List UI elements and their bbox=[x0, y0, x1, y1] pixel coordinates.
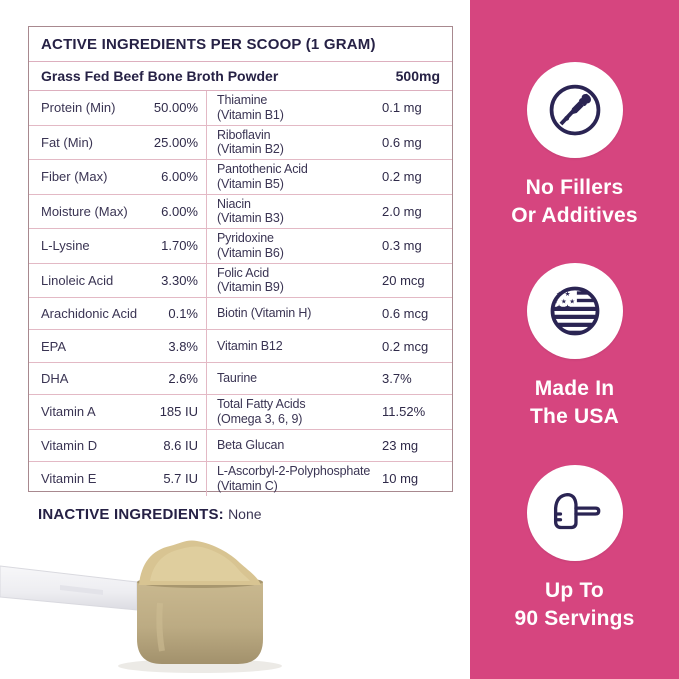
ingredient-value: 3.30% bbox=[161, 272, 198, 288]
table-row: Fiber (Max) 6.00% Pantothenic Acid (Vitam… bbox=[29, 160, 452, 195]
svg-text:★: ★ bbox=[564, 303, 570, 311]
badge-made-in-usa: ★ ★ ★ ★ ★ ★ ★ Made In The USA bbox=[470, 263, 679, 432]
svg-text:★: ★ bbox=[556, 290, 562, 298]
badge-text-line: Or Additives bbox=[511, 204, 638, 228]
inactive-ingredients-line: INACTIVE INGREDIENTS: None bbox=[38, 506, 262, 523]
ingredient-name: Taurine bbox=[217, 371, 257, 386]
ingredient-name: EPA bbox=[41, 338, 67, 354]
ingredient-name: Vitamin D bbox=[41, 437, 98, 453]
ingredient-value: 0.3 mg bbox=[382, 238, 422, 254]
ingredient-value: 20 mcg bbox=[382, 272, 425, 288]
inactive-value: None bbox=[228, 506, 262, 522]
table-row: Vitamin E 5.7 IU L-Ascorbyl-2-Polyphospha… bbox=[29, 462, 452, 496]
ingredient-name: Arachidonic Acid bbox=[41, 306, 138, 322]
svg-text:★: ★ bbox=[564, 290, 570, 298]
cup-sheen bbox=[156, 602, 165, 652]
ingredient-name: Fat (Min) bbox=[41, 134, 93, 150]
ingredient-value: 0.2 mcg bbox=[382, 338, 429, 354]
ingredient-name: L-Lysine bbox=[41, 238, 90, 254]
table-row: Fat (Min) 25.00% Riboflavin (Vitamin B2) 0… bbox=[29, 125, 452, 160]
badge-servings: Up To 90 Servings bbox=[470, 465, 679, 634]
ingredient-value: 8.6 IU bbox=[163, 437, 198, 453]
svg-text:★: ★ bbox=[569, 298, 575, 306]
ingredient-name: L-Ascorbyl-2-Polyphosphate (Vitamin C) bbox=[217, 464, 371, 493]
ingredient-value: 2.6% bbox=[168, 370, 198, 386]
table-row: Protein (Min) 50.00% Thiamine (Vitamin B1… bbox=[29, 91, 452, 126]
table-row: Vitamin D 8.6 IU Beta Glucan 23 mg bbox=[29, 429, 452, 463]
scoop-icon bbox=[553, 492, 600, 530]
ingredient-value: 5.7 IU bbox=[163, 471, 198, 487]
subheader-amount: 500mg bbox=[395, 68, 440, 84]
badge-text-line: No Fillers bbox=[525, 176, 624, 199]
ingredient-name: Linoleic Acid bbox=[41, 272, 114, 288]
ingredient-name: Moisture (Max) bbox=[41, 203, 128, 219]
ingredient-name: Riboflavin (Vitamin B2) bbox=[217, 127, 284, 157]
ingredient-value: 0.2 mg bbox=[382, 169, 422, 185]
svg-text:★: ★ bbox=[560, 298, 566, 306]
no-additives-icon bbox=[549, 84, 600, 136]
ingredient-name: DHA bbox=[41, 370, 69, 386]
powder-scoop-photo bbox=[0, 533, 300, 679]
powder-highlight bbox=[150, 546, 250, 581]
ingredient-name: Niacin (Vitamin B3) bbox=[217, 196, 284, 226]
scoop-handle-step bbox=[60, 585, 103, 595]
ingredient-name: Thiamine (Vitamin B1) bbox=[217, 93, 284, 122]
table-row: Arachidonic Acid 0.1% Biotin (Vitamin H) 0… bbox=[29, 298, 452, 331]
ingredient-value: 3.8% bbox=[168, 338, 198, 354]
badge-no-fillers: No Fillers Or Additives bbox=[470, 62, 679, 231]
ingredient-value: 0.6 mg bbox=[382, 134, 422, 150]
svg-text:★: ★ bbox=[556, 303, 562, 311]
scoop-cup bbox=[137, 582, 263, 664]
ingredient-value: 2.0 mg bbox=[382, 203, 422, 219]
inactive-label: INACTIVE INGREDIENTS: bbox=[38, 506, 224, 523]
feature-panel: No Fillers Or Additives bbox=[470, 0, 679, 679]
svg-text:★: ★ bbox=[552, 298, 558, 306]
badge-text-line: The USA bbox=[530, 405, 619, 429]
ingredient-name: Total Fatty Acids (Omega 3, 6, 9) bbox=[217, 397, 306, 426]
ingredient-value: 1.70% bbox=[161, 238, 198, 254]
ingredient-name: Biotin (Vitamin H) bbox=[217, 306, 312, 321]
ingredient-value: 23 mg bbox=[382, 437, 419, 453]
badge-text-line: Up To bbox=[545, 579, 604, 602]
ingredient-value: 25.00% bbox=[153, 134, 198, 150]
subheader-ingredient: Grass Fed Beef Bone Broth Powder bbox=[41, 68, 279, 84]
table-subheader: Grass Fed Beef Bone Broth Powder 500mg bbox=[29, 62, 452, 91]
ingredient-value: 0.6 mcg bbox=[382, 306, 429, 322]
ingredient-name: Vitamin E bbox=[41, 471, 97, 487]
ingredient-value: 0.1 mg bbox=[382, 100, 422, 116]
scoop-image bbox=[0, 540, 282, 673]
ingredient-value: 3.7% bbox=[382, 370, 412, 386]
table-row: Linoleic Acid 3.30% Folic Acid (Vitamin B… bbox=[29, 263, 452, 298]
active-ingredients-table: ACTIVE INGREDIENTS PER SCOOP (1 GRAM) Gr… bbox=[28, 26, 453, 496]
ingredient-value: 11.52% bbox=[382, 404, 426, 420]
table-row: DHA 2.6% Taurine 3.7% bbox=[29, 362, 452, 396]
table-row: Vitamin A 185 IU Total Fatty Acids (Omega… bbox=[29, 395, 452, 430]
table-title: ACTIVE INGREDIENTS PER SCOOP (1 GRAM) bbox=[29, 27, 452, 62]
badge-text-line: 90 Servings bbox=[514, 607, 635, 631]
ingredient-name: Beta Glucan bbox=[217, 437, 285, 452]
ingredient-value: 6.00% bbox=[161, 203, 198, 219]
usa-flag-icon: ★ ★ ★ ★ ★ ★ ★ bbox=[550, 286, 599, 336]
ingredient-value: 0.1% bbox=[168, 306, 198, 322]
ingredient-value: 50.00% bbox=[153, 100, 198, 116]
ingredient-value: 185 IU bbox=[159, 404, 198, 420]
badge-text-line: Made In bbox=[534, 377, 615, 400]
ingredient-name: Fiber (Max) bbox=[41, 169, 108, 185]
ingredient-name: Folic Acid (Vitamin B9) bbox=[217, 265, 284, 295]
ingredient-name: Vitamin B12 bbox=[217, 338, 283, 353]
table-row: L-Lysine 1.70% Pyridoxine (Vitamin B6) 0.3… bbox=[29, 229, 452, 264]
ingredient-value: 6.00% bbox=[161, 169, 198, 185]
table-row: Moisture (Max) 6.00% Niacin (Vitamin B3) 2… bbox=[29, 194, 452, 229]
table-row: EPA 3.8% Vitamin B12 0.2 mcg bbox=[29, 330, 452, 363]
ingredient-name: Pyridoxine (Vitamin B6) bbox=[217, 231, 284, 260]
ingredient-name: Pantothenic Acid (Vitamin B5) bbox=[217, 162, 308, 191]
table-body: Protein (Min) 50.00% Thiamine (Vitamin B1… bbox=[29, 91, 452, 496]
ingredient-name: Vitamin A bbox=[41, 404, 96, 420]
ingredient-value: 10 mg bbox=[382, 471, 419, 487]
ingredient-name: Protein (Min) bbox=[41, 100, 116, 116]
